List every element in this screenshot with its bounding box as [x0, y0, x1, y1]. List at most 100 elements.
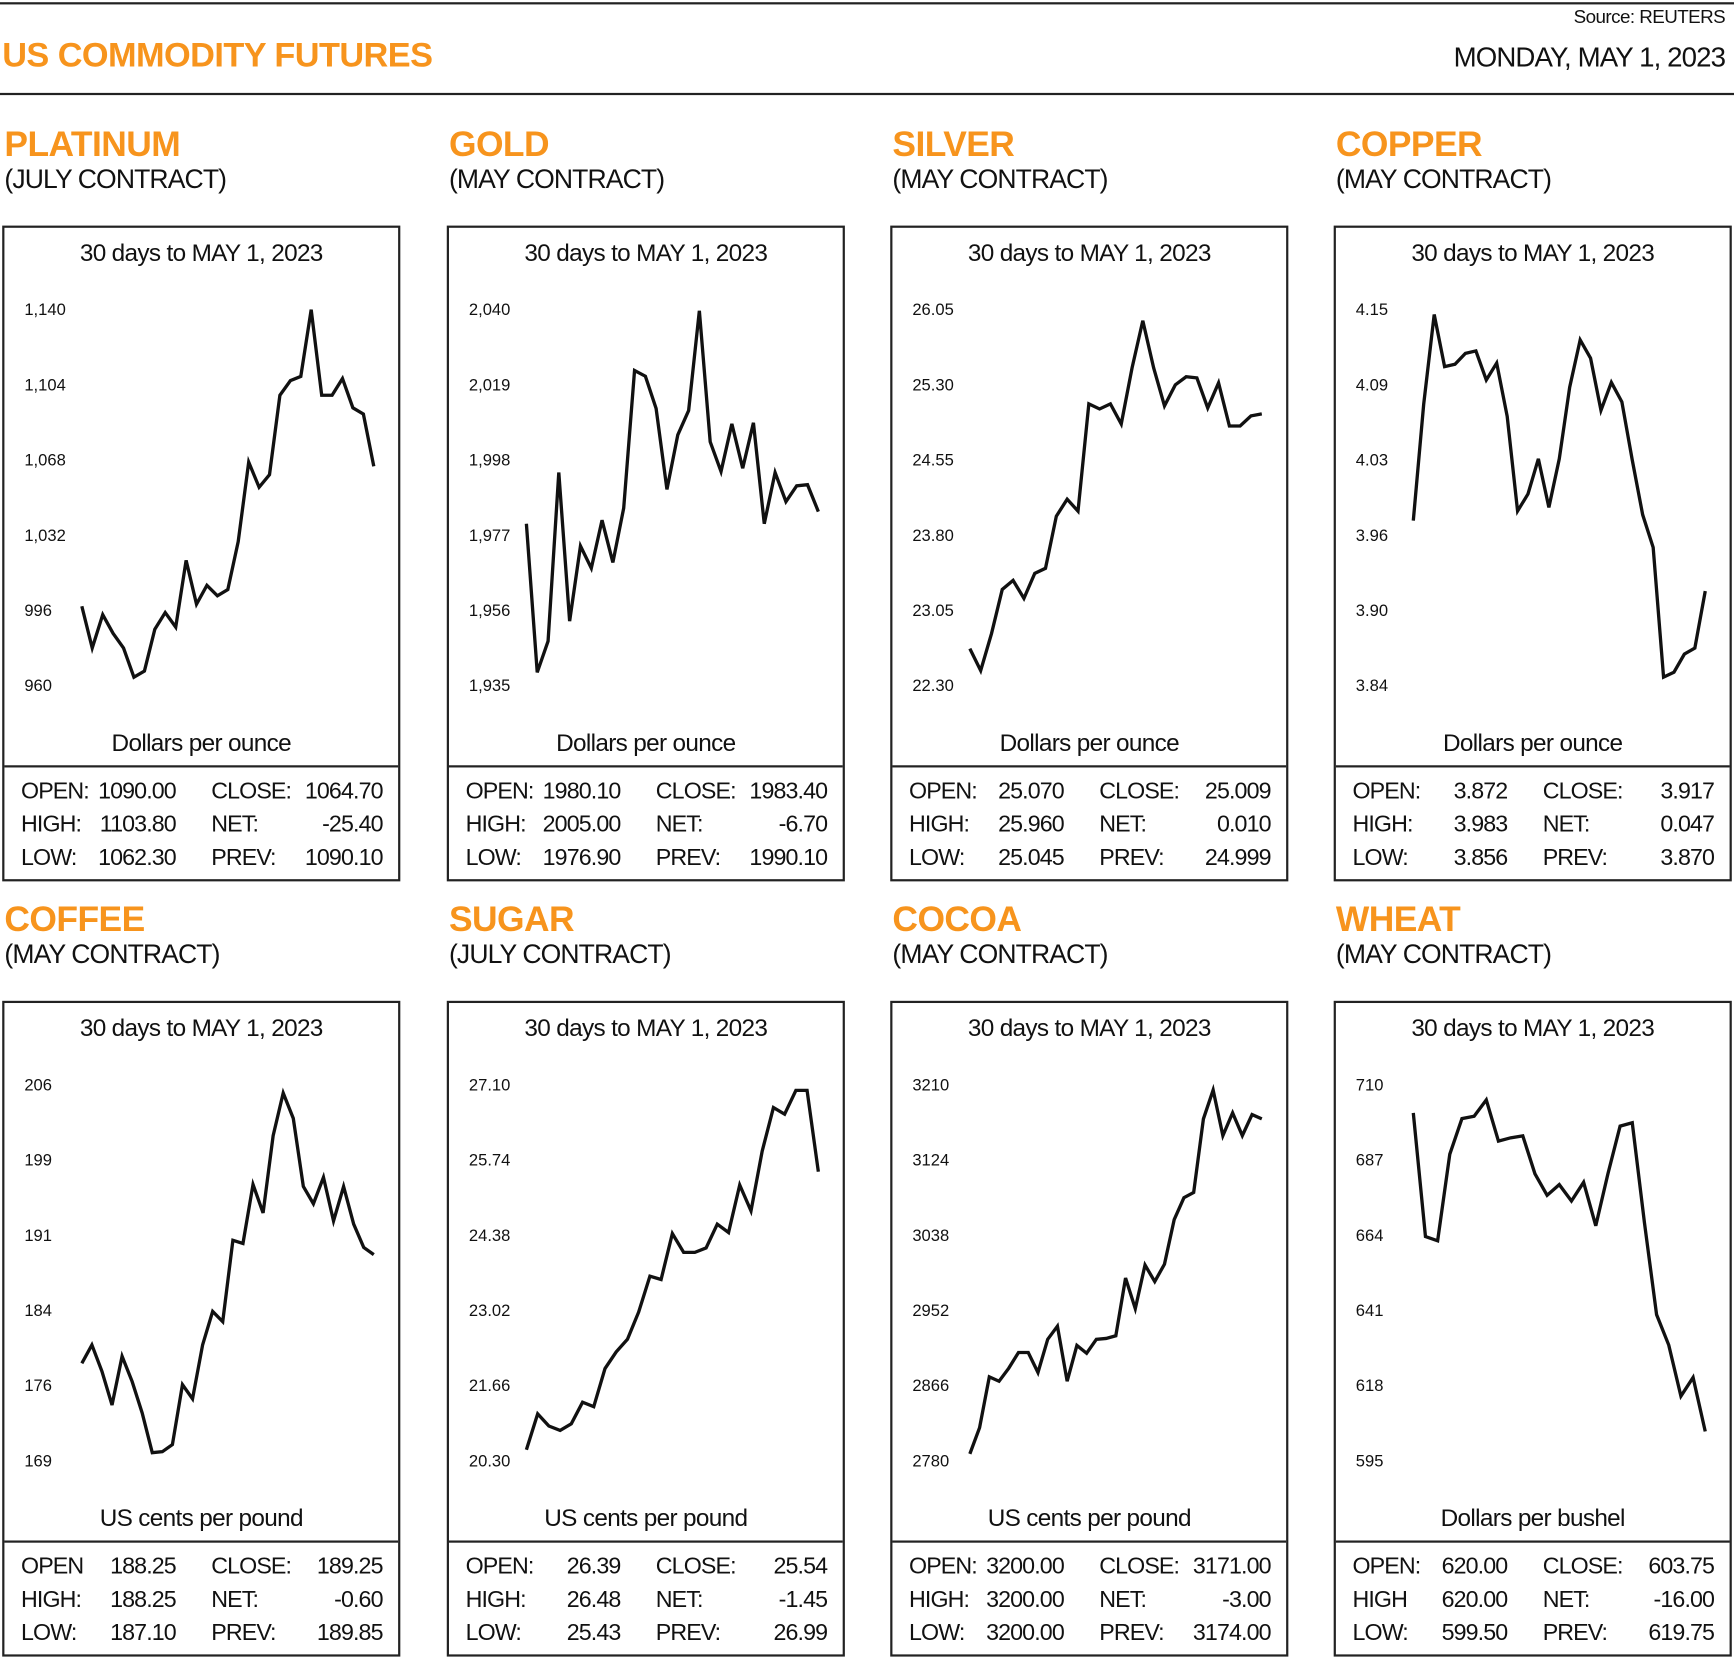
open-value: 1980.10 — [542, 778, 622, 804]
y-tick-label: 25.74 — [469, 1151, 511, 1170]
y-tick-label: 641 — [1356, 1301, 1384, 1320]
y-tick-label: 23.80 — [912, 526, 954, 545]
chart-box: 30 days to MAY 1, 2023 1,140 1,104 1,068 1,0… — [2, 225, 401, 882]
chart-box: 30 days to MAY 1, 2023 206 199 191 184 176 169… — [2, 1000, 401, 1657]
commodity-name: PLATINUM — [4, 123, 181, 164]
close-label: CLOSE: — [655, 1553, 737, 1580]
y-tick-label: 169 — [24, 1451, 52, 1470]
y-tick-label: 4.03 — [1356, 451, 1388, 470]
chart-title: 30 days to MAY 1, 2023 — [524, 238, 768, 267]
close-value: 25.009 — [1204, 778, 1272, 804]
prev-label: PREV: — [211, 844, 276, 871]
y-tick-label: 3.84 — [1356, 676, 1388, 695]
net-label: NET: — [211, 811, 259, 838]
high-label: HIGH: — [465, 811, 527, 838]
y-tick-label: 176 — [24, 1376, 52, 1395]
net-value: -16.00 — [1653, 1586, 1715, 1613]
low-label: LOW: — [1352, 844, 1408, 871]
contract-label: (MAY CONTRACT) — [1335, 164, 1552, 195]
net-label: NET: — [1542, 811, 1591, 838]
units-label: US cents per pound — [99, 1503, 304, 1532]
net-value: -0.60 — [334, 1586, 383, 1613]
net-label: NET: — [1542, 1586, 1591, 1613]
high-value: 3.983 — [1453, 811, 1509, 838]
y-tick-label: 2780 — [912, 1451, 949, 1470]
low-label: LOW: — [1352, 1620, 1408, 1646]
open-value: 3.872 — [1453, 778, 1509, 804]
net-value: -6.70 — [778, 811, 828, 838]
y-tick-label: 1,140 — [24, 300, 66, 319]
close-label: CLOSE: — [1542, 1553, 1624, 1580]
contract-label: (JULY CONTRACT) — [448, 939, 672, 970]
low-value: 25.43 — [566, 1620, 622, 1646]
units-label: Dollars per ounce — [111, 728, 292, 757]
close-value: 1064.70 — [304, 778, 384, 804]
chart-title: 30 days to MAY 1, 2023 — [1411, 238, 1655, 267]
source-credit: Source: REUTERS — [1573, 6, 1726, 28]
y-tick-label: 27.10 — [469, 1075, 511, 1094]
commodity-name: SUGAR — [448, 899, 575, 939]
y-tick-label: 687 — [1356, 1151, 1384, 1170]
price-series-line — [524, 310, 820, 673]
chart-title: 30 days to MAY 1, 2023 — [967, 1014, 1212, 1042]
page-date: MONDAY, MAY 1, 2023 — [1453, 42, 1726, 73]
close-value: 1983.40 — [749, 778, 828, 804]
high-label: HIGH: — [909, 1586, 970, 1613]
chart-box: 30 days to MAY 1, 2023 26.05 25.30 24.55 23.… — [890, 225, 1289, 882]
commodity-name: GOLD — [448, 123, 550, 164]
net-label: NET: — [211, 1586, 259, 1613]
line-chart: 3210 3124 3038 2952 2866 2780 — [912, 1075, 1263, 1470]
close-value: 3.917 — [1660, 778, 1715, 804]
commodity-name: SILVER — [892, 123, 1015, 164]
stats-divider — [448, 1540, 843, 1543]
stats-divider — [1335, 1540, 1730, 1543]
y-tick-label: 2866 — [912, 1376, 949, 1395]
price-series-line — [1411, 1096, 1707, 1432]
open-label: OPEN: — [465, 778, 535, 804]
high-value: 1103.80 — [99, 811, 177, 838]
prev-label: PREV: — [655, 844, 721, 871]
close-label: CLOSE: — [1099, 778, 1180, 804]
y-tick-label: 3.90 — [1356, 601, 1388, 620]
y-tick-label: 1,068 — [24, 451, 66, 470]
y-tick-label: 199 — [24, 1151, 52, 1170]
y-tick-label: 3038 — [912, 1226, 949, 1245]
units-label: Dollars per ounce — [999, 728, 1180, 757]
commodity-name: COFFEE — [4, 899, 145, 939]
y-tick-label: 22.30 — [912, 676, 954, 695]
y-tick-label: 2952 — [912, 1301, 949, 1320]
units-label: Dollars per ounce — [556, 728, 736, 757]
prev-label: PREV: — [655, 1620, 721, 1646]
high-label: HIGH — [1352, 1586, 1408, 1613]
y-tick-label: 191 — [24, 1226, 52, 1245]
open-value: 3200.00 — [986, 1553, 1065, 1580]
net-value: 0.047 — [1660, 811, 1715, 838]
prev-value: 24.999 — [1204, 844, 1272, 871]
close-value: 603.75 — [1648, 1553, 1715, 1580]
stats-divider — [448, 765, 843, 768]
y-tick-label: 206 — [24, 1075, 52, 1094]
price-series-line — [968, 320, 1263, 676]
prev-label: PREV: — [1542, 844, 1608, 871]
stats-divider — [892, 1540, 1287, 1543]
line-chart: 4.15 4.09 4.03 3.96 3.90 3.84 — [1356, 300, 1707, 695]
y-tick-label: 1,977 — [469, 526, 511, 545]
low-label: LOW: — [909, 844, 965, 871]
y-tick-label: 1,998 — [469, 451, 511, 470]
close-label: CLOSE: — [1099, 1553, 1180, 1580]
close-value: 25.54 — [773, 1553, 828, 1580]
header-rule — [0, 92, 1734, 96]
contract-label: (JULY CONTRACT) — [4, 164, 227, 195]
prev-value: 1990.10 — [749, 844, 828, 871]
units-label: Dollars per ounce — [1443, 728, 1623, 757]
y-tick-label: 664 — [1356, 1226, 1384, 1245]
high-value: 26.48 — [566, 1586, 622, 1613]
high-value: 25.960 — [998, 811, 1065, 838]
price-series-line — [80, 309, 376, 680]
close-label: CLOSE: — [1542, 778, 1624, 804]
low-value: 187.10 — [110, 1620, 177, 1646]
line-chart: 2,040 2,019 1,998 1,977 1,956 1,935 — [469, 300, 820, 695]
prev-label: PREV: — [211, 1620, 276, 1646]
y-tick-label: 4.15 — [1356, 300, 1388, 319]
chart-box: 30 days to MAY 1, 2023 27.10 25.74 24.38 23.… — [446, 1000, 845, 1657]
